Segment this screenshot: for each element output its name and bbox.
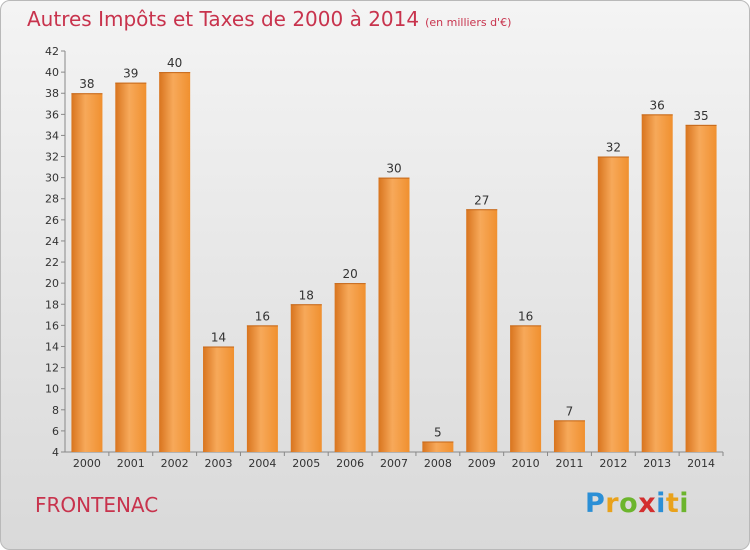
y-tick-label: 22 xyxy=(45,256,59,269)
logo-letter: P xyxy=(585,488,606,519)
data-label-2006: 20 xyxy=(342,267,357,281)
y-tick-label: 24 xyxy=(45,235,59,248)
data-label-2011: 7 xyxy=(566,404,574,418)
x-tick-label: 2005 xyxy=(292,457,320,470)
bar-2011 xyxy=(553,420,585,452)
bar-2012 xyxy=(597,156,629,453)
x-tick-label: 2006 xyxy=(336,457,364,470)
data-label-2012: 32 xyxy=(606,141,621,155)
data-label-2000: 38 xyxy=(79,77,94,91)
data-label-2009: 27 xyxy=(474,193,489,207)
x-tick-label: 2004 xyxy=(248,457,276,470)
logo-letter: i xyxy=(656,488,666,519)
y-tick-label: 38 xyxy=(45,87,59,100)
bar-2004 xyxy=(246,325,278,452)
y-tick-label: 14 xyxy=(45,340,59,353)
chart-title-main: Autres Impôts et Taxes de 2000 à 2014 xyxy=(27,7,420,31)
y-tick-label: 40 xyxy=(45,66,59,79)
y-tick-label: 16 xyxy=(45,319,59,332)
y-tick-label: 18 xyxy=(45,298,59,311)
bar-2010 xyxy=(510,325,542,452)
y-tick-label: 8 xyxy=(52,404,59,417)
y-tick-label: 4 xyxy=(52,446,59,459)
data-label-2010: 16 xyxy=(518,309,533,323)
data-label-2001: 39 xyxy=(123,67,138,81)
x-tick-label: 2007 xyxy=(380,457,408,470)
y-tick-label: 12 xyxy=(45,362,59,375)
logo-letter: o xyxy=(619,488,639,519)
bar-2005 xyxy=(290,304,322,452)
y-tick-label: 10 xyxy=(45,383,59,396)
logo-letter: i xyxy=(679,488,690,519)
chart-axes: 4 6 8 10 12 14 16 18 20 22 24 26 28 30 32 34 36 38 40 42 200… xyxy=(45,45,724,470)
y-tick-label: 42 xyxy=(45,45,59,58)
x-tick-label: 2000 xyxy=(73,457,101,470)
y-tick-label: 36 xyxy=(45,108,59,121)
bar-2002 xyxy=(159,72,191,453)
x-tick-label: 2002 xyxy=(161,457,189,470)
y-tick-label: 34 xyxy=(45,129,59,142)
x-tick-label: 2011 xyxy=(555,457,583,470)
x-tick-label: 2008 xyxy=(424,457,452,470)
bar-2001 xyxy=(115,82,147,452)
x-tick-label: 2010 xyxy=(512,457,540,470)
bar-2007 xyxy=(378,177,410,452)
data-label-2014: 35 xyxy=(693,109,708,123)
y-tick-label: 32 xyxy=(45,151,59,164)
data-label-2002: 40 xyxy=(167,56,182,70)
y-tick-label: 6 xyxy=(52,425,59,438)
bar-2006 xyxy=(334,283,366,452)
bar-2013 xyxy=(641,114,673,452)
data-label-2007: 30 xyxy=(386,162,401,176)
chart-title-unit: (en milliers d'€) xyxy=(425,16,512,29)
data-label-2005: 18 xyxy=(299,288,314,302)
bar-2009 xyxy=(466,209,498,452)
proxiti-logo: Proxiti xyxy=(585,488,689,519)
y-tick-label: 30 xyxy=(45,172,59,185)
data-label-2003: 14 xyxy=(211,330,226,344)
x-tick-label: 2009 xyxy=(468,457,496,470)
chart-data-labels: 38 39 40 14 16 18 20 30 5 27 16 7 32 36 35 xyxy=(79,56,708,439)
x-tick-label: 2014 xyxy=(687,457,715,470)
chart-bars xyxy=(71,72,717,453)
x-tick-label: 2003 xyxy=(205,457,233,470)
commune-name: FRONTENAC xyxy=(35,493,159,517)
logo-letter: x xyxy=(638,488,657,519)
data-label-2013: 36 xyxy=(650,98,665,112)
logo-letter: t xyxy=(665,488,680,519)
x-tick-label: 2013 xyxy=(643,457,671,470)
y-tick-label: 26 xyxy=(45,214,59,227)
data-label-2004: 16 xyxy=(255,309,270,323)
bar-2008 xyxy=(422,441,454,452)
bar-2014 xyxy=(685,124,717,453)
x-tick-label: 2001 xyxy=(117,457,145,470)
y-tick-label: 20 xyxy=(45,277,59,290)
y-tick-label: 28 xyxy=(45,193,59,206)
x-tick-label: 2012 xyxy=(599,457,627,470)
data-label-2008: 5 xyxy=(434,425,442,439)
chart-title: Autres Impôts et Taxes de 2000 à 2014 (en… xyxy=(27,7,511,31)
logo-letter: r xyxy=(605,488,620,519)
bar-2000 xyxy=(71,93,103,453)
bar-2003 xyxy=(203,346,235,452)
